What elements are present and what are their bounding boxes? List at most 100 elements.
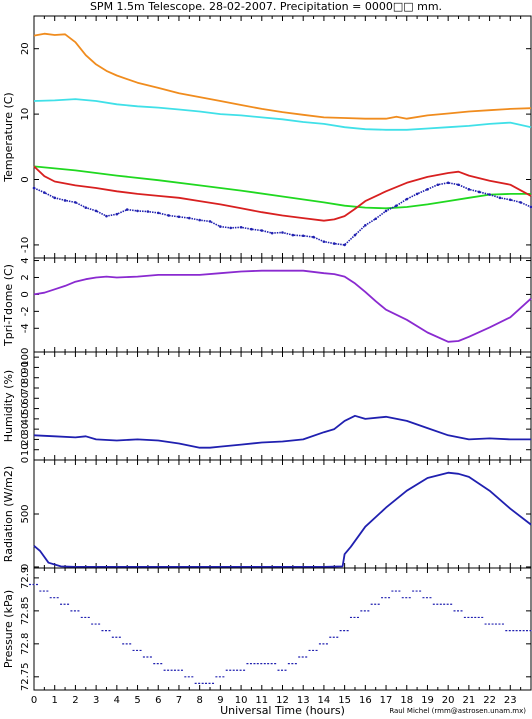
y-tick-label-humidity: 70 [20,382,31,395]
y-tick-label-radiation: 500 [20,504,31,523]
point-temperature-4-1 [43,191,46,194]
y-tick-label-humidity: 100 [20,348,31,367]
y-tick-label-humidity: 90 [20,361,31,374]
x-tick-label-9: 9 [217,695,223,706]
point-temperature-4-39 [436,183,440,187]
point-temperature-4-44 [488,193,491,196]
x-tick-label-12: 12 [276,695,289,706]
point-temperature-4-7 [105,214,108,218]
x-tick-label-17: 17 [380,695,393,706]
x-tick-label-19: 19 [421,695,434,706]
point-temperature-4-12 [156,211,160,215]
y-tick-label-temperature: 10 [20,108,31,121]
point-temperature-4-29 [332,242,336,245]
point-temperature-4-13 [167,214,170,217]
point-temperature-4-22 [260,229,264,232]
y-tick-label-humidity: 40 [20,412,31,425]
point-temperature-4-19 [229,226,233,230]
y-tick-label-tpri-tdome: 2 [20,274,31,280]
series-temperature-4 [33,181,532,246]
series-temperature-3 [33,165,532,222]
x-tick-label-6: 6 [155,695,161,706]
panel-frame-pressure [33,567,532,691]
x-tick-label-1: 1 [52,695,58,706]
x-tick-label-20: 20 [442,695,455,706]
x-tick-label-3: 3 [93,695,99,706]
point-temperature-4-33 [374,217,377,221]
y-tick-label-humidity: 20 [20,433,31,446]
chart-title: SPM 1.5m Telescope. 28-02-2007. Precipit… [89,0,443,13]
point-temperature-4-43 [477,190,481,194]
x-tick-label-16: 16 [359,695,372,706]
point-temperature-4-37 [415,192,419,196]
point-temperature-4-17 [208,220,212,223]
point-temperature-4-14 [177,215,181,219]
point-temperature-4-48 [529,205,532,209]
panel-frame-temperature [33,15,532,259]
point-temperature-4-30 [343,243,346,247]
y-axis-label-tpri-tdome: Tpri-Tdome (C) [2,264,15,347]
point-temperature-4-20 [239,225,243,229]
y-tick-label-humidity: 10 [20,443,31,456]
panel-frame-radiation [33,459,532,569]
point-temperature-4-36 [405,197,409,201]
point-temperature-4-23 [270,231,274,235]
x-axis-label: Universal Time (hours) [220,704,345,717]
series-temperature-2 [33,165,531,210]
y-tick-label-pressure: 72.8 [20,633,31,655]
series-humidity-0 [33,414,531,449]
point-temperature-4-41 [457,183,460,187]
point-temperature-4-27 [312,235,315,239]
x-tick-label-14: 14 [318,695,331,706]
y-axis-label-pressure: Pressure (kPa) [2,590,15,668]
point-temperature-4-10 [136,209,139,213]
point-temperature-4-24 [281,231,284,234]
point-temperature-4-0 [32,186,36,190]
y-tick-label-tpri-tdome: 0 [20,291,31,297]
point-temperature-4-47 [519,201,522,204]
point-temperature-4-11 [146,210,150,213]
point-temperature-4-32 [364,223,367,227]
x-tick-label-11: 11 [255,695,268,706]
point-temperature-4-38 [426,188,429,191]
panel-frame-humidity [33,351,532,461]
y-tick-label-humidity: 30 [20,423,31,436]
y-tick-label-temperature: 0 [20,176,31,182]
point-temperature-4-45 [498,196,502,200]
point-temperature-4-5 [84,206,88,209]
y-tick-label-humidity: 80 [20,371,31,384]
x-tick-label-15: 15 [338,695,351,706]
y-tick-label-humidity: 60 [20,392,31,405]
point-temperature-4-9 [125,208,129,211]
y-tick-label-tpri-tdome: 4 [20,257,31,263]
point-temperature-4-21 [250,227,253,231]
x-tick-label-8: 8 [196,695,202,706]
point-temperature-4-40 [446,181,450,185]
y-tick-label-tpri-tdome: -4 [20,323,31,333]
y-tick-label-humidity: 0 [20,457,31,463]
point-temperature-4-6 [94,209,98,213]
panel-frame-tpri-tdome [33,257,532,353]
x-tick-label-21: 21 [463,695,476,706]
x-tick-label-4: 4 [114,695,120,706]
y-tick-label-pressure: 72.9 [20,567,31,589]
point-temperature-4-26 [301,234,305,238]
point-temperature-4-42 [467,188,471,191]
y-axis-label-radiation: Radiation (W/m2) [2,466,15,562]
x-tick-label-0: 0 [31,695,37,706]
series-temperature-0 [33,32,532,120]
point-temperature-4-16 [198,218,201,222]
y-tick-label-pressure: 72.85 [20,597,31,626]
point-temperature-4-34 [384,209,388,213]
x-tick-label-23: 23 [504,695,517,706]
point-temperature-4-2 [53,196,57,200]
y-tick-label-pressure: 72.75 [20,662,31,691]
series-temperature-1 [33,98,532,131]
y-tick-label-temperature: -10 [20,237,31,253]
x-tick-label-18: 18 [400,695,413,706]
author-credit: Raul Michel (rmm@astrosen.unam.mx) [389,707,526,715]
y-tick-label-tpri-tdome: -2 [20,306,31,316]
point-temperature-4-4 [74,201,77,204]
point-temperature-4-31 [353,233,357,237]
